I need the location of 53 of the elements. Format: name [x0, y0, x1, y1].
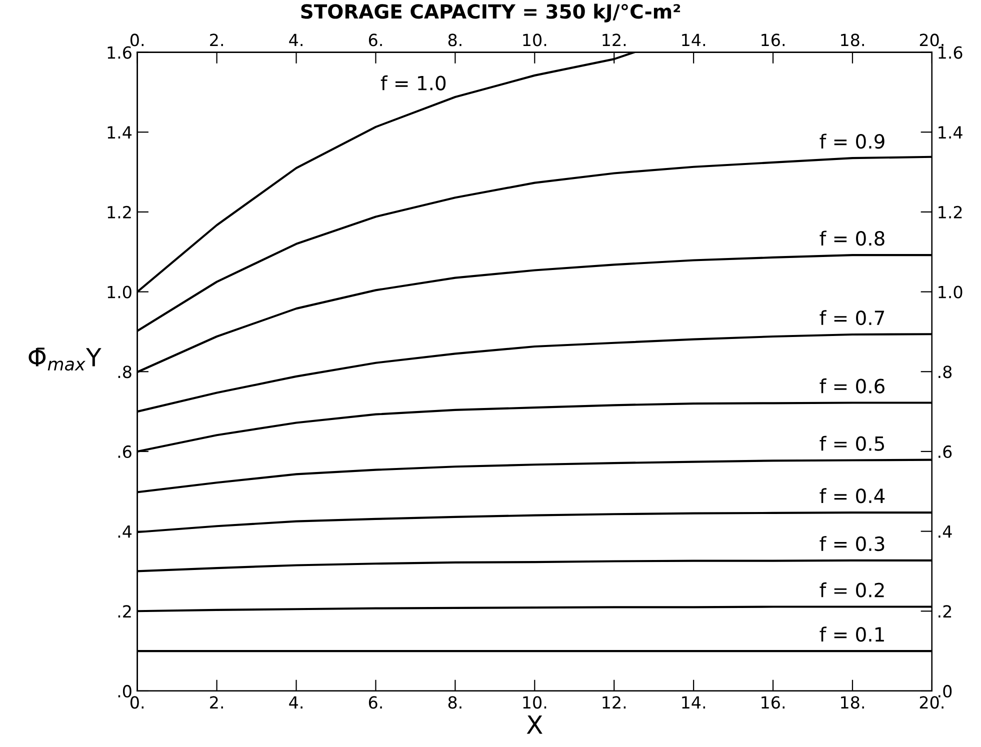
x2-tick-label: 8.: [448, 34, 462, 46]
x2-tick-label: 2.: [210, 34, 223, 46]
series-label: f = 0.8: [820, 230, 884, 246]
x-tick-label: 16.: [762, 696, 784, 709]
y-axis-title: Φ̄$_{max}$Y: [28, 348, 102, 371]
x-tick-label: 8.: [448, 696, 462, 709]
y2-tick-label: 1.4: [938, 126, 962, 138]
y-tick-label: 1.2: [108, 206, 131, 218]
series-label: f = 0.2: [820, 582, 884, 598]
x2-tick-label: 14.: [682, 34, 706, 46]
y2-tick-label: .6: [938, 445, 952, 458]
y-tick-label: .2: [118, 605, 131, 618]
y-tick-label: .6: [118, 445, 132, 458]
legend-label: f = 0.9: [820, 134, 884, 149]
series-label: f = 0.4: [820, 488, 885, 504]
y-tick-label: 1.6: [108, 46, 132, 59]
y-tick-label: .4: [118, 525, 132, 538]
x-tick-label: 6.: [368, 696, 382, 709]
x2-tick-label: 20.: [920, 34, 944, 46]
legend-label: f = 0.3: [820, 536, 884, 552]
series-label: f = 0.6: [820, 378, 884, 394]
y2-tick-label: 1.6: [938, 46, 962, 59]
x-tick-label: 20.: [920, 696, 944, 709]
series-label: f = 0.1: [820, 626, 884, 642]
y2-tick-label: .2: [938, 605, 952, 618]
chart-title: STORAGE CAPACITY = 350 kJ/°C-m²: [301, 4, 680, 22]
y2-tick-label: .4: [938, 525, 952, 538]
x2-tick-label: 0.: [130, 34, 144, 46]
series-label: f = 1.0: [380, 75, 446, 90]
y2-tick-label: .8: [938, 366, 952, 378]
series-label: f = 0.7: [820, 310, 884, 326]
y-tick-label: .0: [118, 684, 132, 698]
y2-tick-label: 1.2: [938, 206, 962, 218]
x2-tick-label: 12.: [602, 34, 626, 46]
x2-tick-label: 18.: [841, 34, 864, 46]
y2-tick-label: 1.0: [938, 286, 962, 298]
x-tick-label: 4.: [289, 696, 302, 708]
x2-tick-label: 16.: [762, 34, 784, 46]
x-axis-title: X: [526, 716, 542, 734]
x-tick-label: 12.: [602, 696, 626, 708]
x-tick-label: 14.: [682, 696, 706, 708]
x2-tick-label: 4.: [289, 34, 302, 46]
x-tick-label: 18.: [841, 696, 864, 709]
x-tick-label: 0.: [130, 696, 144, 709]
y2-tick-label: .0: [938, 684, 952, 698]
legend-label: f = 0.5: [820, 436, 884, 451]
x2-tick-label: 10.: [523, 34, 546, 46]
x2-tick-label: 6.: [368, 34, 382, 46]
x-tick-label: 2.: [210, 696, 223, 708]
y-tick-label: 1.4: [108, 126, 132, 138]
y-tick-label: .8: [118, 366, 132, 378]
y-tick-label: 1.0: [108, 286, 132, 298]
x-tick-label: 10.: [523, 696, 546, 709]
